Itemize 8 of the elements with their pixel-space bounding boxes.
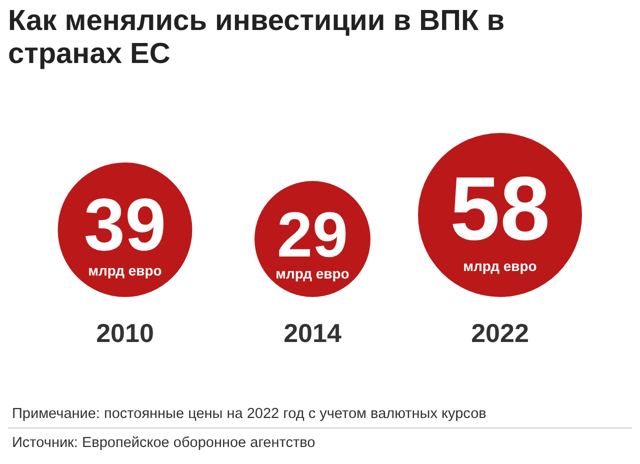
category-label: 2010 [96, 318, 154, 348]
data-label: 58 [450, 158, 550, 260]
text: Примечание: постоянные цены на 2022 год с учетом валютных курсов [12, 406, 487, 422]
category-label: 2022 [471, 318, 529, 348]
text: Источник: Европейское оборонное агентство [12, 435, 316, 451]
text: млрд евро [463, 258, 537, 274]
text: Как менялись инвестиции в ВПК в странах ЕС [8, 5, 505, 70]
category-label: 2014 [284, 318, 342, 348]
